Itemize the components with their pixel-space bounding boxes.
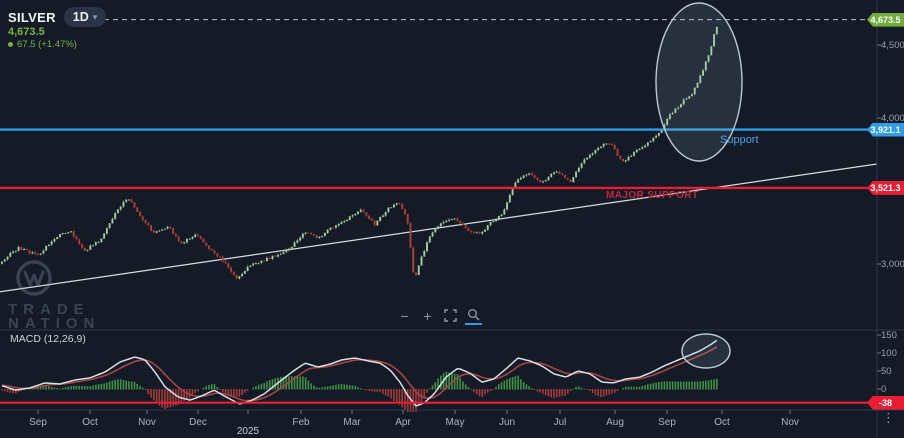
- time-axis-tick: Oct: [82, 417, 98, 428]
- instrument-header: SILVER 1D ▾: [8, 7, 107, 27]
- last-price: 4,673.5: [8, 26, 45, 38]
- macd-indicator-label[interactable]: MACD (12,26,9): [10, 333, 86, 345]
- time-axis-tick: Sep: [29, 417, 47, 428]
- support-annotation-label[interactable]: Support: [720, 134, 759, 146]
- trade-nation-logo-icon: [16, 260, 52, 296]
- macd-level-tag: -38: [867, 395, 904, 410]
- plus-icon: +: [423, 307, 432, 324]
- time-axis-tick: 2025: [236, 426, 260, 437]
- time-axis-tick: Nov: [138, 417, 156, 428]
- price-axis-tick: 0: [881, 384, 887, 395]
- up-dot-icon: [8, 42, 13, 47]
- price-axis-tick: 100: [881, 348, 897, 359]
- time-axis-tick: Feb: [292, 417, 310, 428]
- chevron-down-icon: ▾: [92, 11, 98, 22]
- price-axis-tick: 3,000.0: [881, 259, 904, 270]
- watermark: TRADE NATION: [8, 258, 100, 331]
- price-tag-support: 3,921.1: [867, 122, 904, 137]
- symbol-name: SILVER: [8, 9, 56, 25]
- time-axis-tick: Sep: [658, 417, 676, 428]
- watermark-line1: TRADE: [8, 301, 90, 318]
- magnify-mode-button[interactable]: [465, 306, 482, 325]
- minus-icon: −: [400, 307, 409, 324]
- axis-settings-kebab-icon[interactable]: ⋮: [882, 410, 895, 425]
- fullscreen-icon: [444, 309, 457, 322]
- price-axis-tick: 150: [881, 330, 897, 341]
- timeframe-selector[interactable]: 1D ▾: [63, 7, 107, 27]
- reset-view-button[interactable]: [442, 307, 459, 324]
- price-axis-tick: 4,000.0: [881, 113, 904, 124]
- zoom-in-button[interactable]: +: [419, 307, 436, 324]
- price-change-text: 67.5 (+1.47%): [17, 39, 77, 50]
- price-axis-tick: 4,500.0: [881, 40, 904, 51]
- time-axis-tick: Apr: [395, 417, 411, 428]
- price-change: 67.5 (+1.47%): [8, 39, 77, 50]
- price-tag-current: 4,673.5: [867, 12, 904, 27]
- time-axis-tick: Dec: [189, 417, 207, 428]
- time-axis-tick: Nov: [781, 417, 799, 428]
- watermark-line2: NATION: [8, 315, 101, 332]
- time-axis-tick: Jul: [553, 417, 567, 428]
- time-axis-tick: Mar: [343, 417, 361, 428]
- time-axis[interactable]: Sep Oct Nov Dec 2025 Feb Mar Apr May Jun Jul Aug Sep…: [0, 411, 877, 438]
- time-axis-tick: Aug: [606, 417, 624, 428]
- time-axis-tick: Oct: [714, 417, 730, 428]
- magnifier-icon: [468, 309, 480, 321]
- price-axis[interactable]: 4,500.0 4,000.0 3,000.0 150 100 50 0: [878, 0, 904, 410]
- major-support-annotation-label[interactable]: MAJOR SUPPORT: [606, 190, 699, 201]
- time-axis-tick: Jun: [498, 417, 516, 428]
- chart-zoom-toolbar: − +: [396, 306, 482, 325]
- zoom-out-button[interactable]: −: [396, 307, 413, 324]
- timeframe-value: 1D: [72, 10, 89, 24]
- time-axis-tick: May: [445, 417, 465, 428]
- price-tag-major-support: 3,521.3: [867, 180, 904, 195]
- price-axis-tick: 50: [881, 366, 892, 377]
